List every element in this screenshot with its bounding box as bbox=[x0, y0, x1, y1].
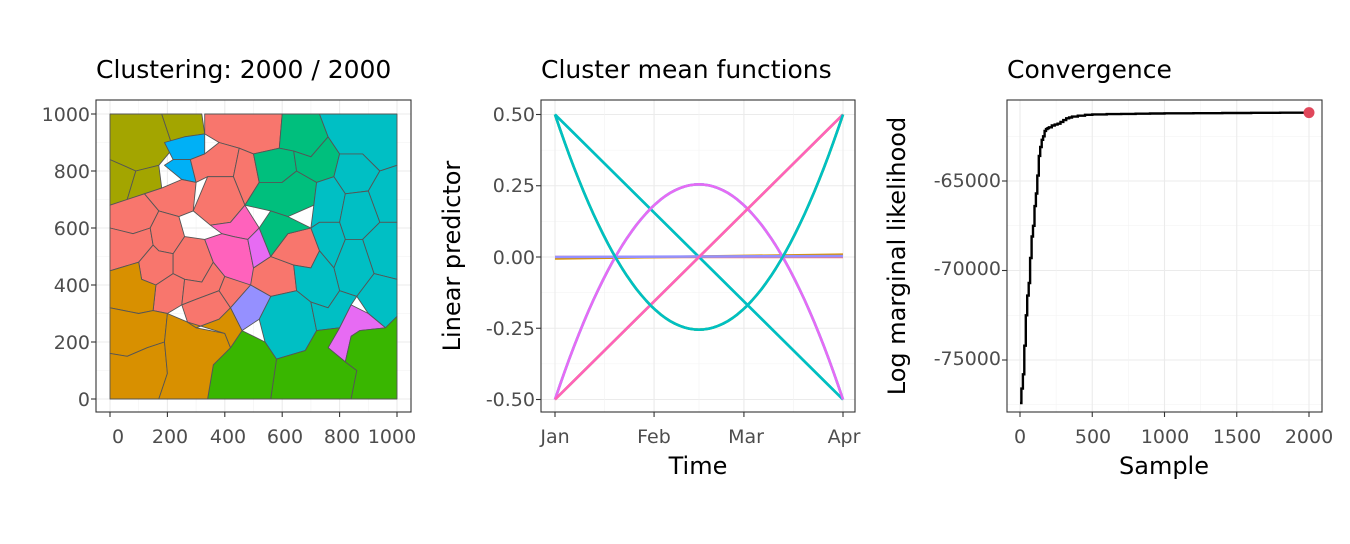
clustering-panel-border bbox=[95, 99, 412, 413]
convergence-line bbox=[1020, 111, 1311, 405]
mean-functions-x-label: Time bbox=[668, 452, 728, 480]
x-tick-label: 1000 bbox=[1141, 426, 1189, 448]
convergence-y-axis: -65000 -70000 -75000 bbox=[934, 170, 1001, 370]
y-tick-label: 600 bbox=[54, 218, 90, 240]
mean-functions-y-axis: 0.50 0.25 0.00 -0.25 -0.50 bbox=[486, 104, 535, 411]
y-tick-label: 0 bbox=[78, 389, 90, 411]
final-sample-point bbox=[1303, 107, 1315, 119]
mean-functions-panel-border bbox=[540, 99, 856, 413]
mean-function-lines bbox=[553, 113, 845, 401]
convergence-grid bbox=[1002, 100, 1322, 417]
convergence-x-axis: 0 500 1000 1500 2000 bbox=[1014, 426, 1333, 448]
convergence-title: Convergence bbox=[1007, 55, 1172, 84]
mean-function-line bbox=[554, 113, 844, 401]
voronoi-cell bbox=[109, 113, 174, 172]
x-tick-label: 400 bbox=[210, 426, 246, 448]
x-tick-label: Jan bbox=[539, 426, 569, 448]
x-tick-label: 0 bbox=[1014, 426, 1026, 448]
x-tick-label: 800 bbox=[324, 426, 360, 448]
y-tick-label: -70000 bbox=[934, 258, 1001, 280]
x-tick-label: 2000 bbox=[1285, 426, 1333, 448]
y-tick-label: 0.25 bbox=[493, 175, 535, 197]
convergence-y-label: Log marginal likelihood bbox=[883, 117, 911, 395]
y-tick-label: 0.00 bbox=[493, 247, 535, 269]
x-tick-label: 1000 bbox=[368, 426, 416, 448]
y-tick-label: 800 bbox=[54, 161, 90, 183]
y-tick-label: 400 bbox=[54, 275, 90, 297]
y-tick-label: -75000 bbox=[934, 348, 1001, 370]
mean-functions-panel: Cluster mean functions 0.50 0.25 0.00 -0… bbox=[438, 55, 861, 480]
voronoi-cell bbox=[187, 307, 243, 349]
y-tick-label: 1000 bbox=[42, 104, 90, 126]
convergence-panel: Convergence -65000 -70000 -75000 0 500 1… bbox=[883, 55, 1333, 480]
x-tick-label: 0 bbox=[112, 426, 124, 448]
convergence-line-group bbox=[1020, 107, 1315, 405]
clustering-panel: Clustering: 2000 / 2000 0 200 400 600 80… bbox=[42, 55, 417, 448]
x-tick-label: 600 bbox=[267, 426, 303, 448]
mean-functions-title: Cluster mean functions bbox=[541, 55, 832, 84]
y-tick-label: 0.50 bbox=[493, 104, 535, 126]
convergence-x-label: Sample bbox=[1119, 452, 1209, 480]
y-tick-label: -0.50 bbox=[486, 389, 535, 411]
voronoi-cell bbox=[230, 284, 272, 332]
voronoi-cells bbox=[109, 113, 398, 400]
x-tick-label: Feb bbox=[637, 426, 671, 448]
mean-function-line bbox=[553, 114, 845, 332]
mean-functions-x-axis: Jan Feb Mar Apr bbox=[539, 426, 860, 448]
mean-function-line bbox=[553, 183, 845, 400]
x-tick-label: Apr bbox=[828, 426, 861, 448]
y-tick-label: -65000 bbox=[934, 170, 1001, 192]
clustering-title: Clustering: 2000 / 2000 bbox=[96, 55, 391, 84]
convergence-panel-border bbox=[1006, 99, 1323, 413]
x-tick-label: 200 bbox=[152, 426, 188, 448]
y-tick-label: -0.25 bbox=[486, 318, 535, 340]
x-tick-label: 500 bbox=[1075, 426, 1111, 448]
mean-functions-y-label: Linear predictor bbox=[438, 161, 466, 352]
voronoi-cell bbox=[344, 315, 398, 400]
clustering-x-axis: 0 200 400 600 800 1000 bbox=[91, 113, 416, 448]
x-tick-label: 1500 bbox=[1213, 426, 1261, 448]
clustering-y-axis: 0 200 400 600 800 1000 bbox=[42, 104, 90, 411]
x-tick-label: Mar bbox=[728, 426, 764, 448]
y-tick-label: 200 bbox=[54, 332, 90, 354]
